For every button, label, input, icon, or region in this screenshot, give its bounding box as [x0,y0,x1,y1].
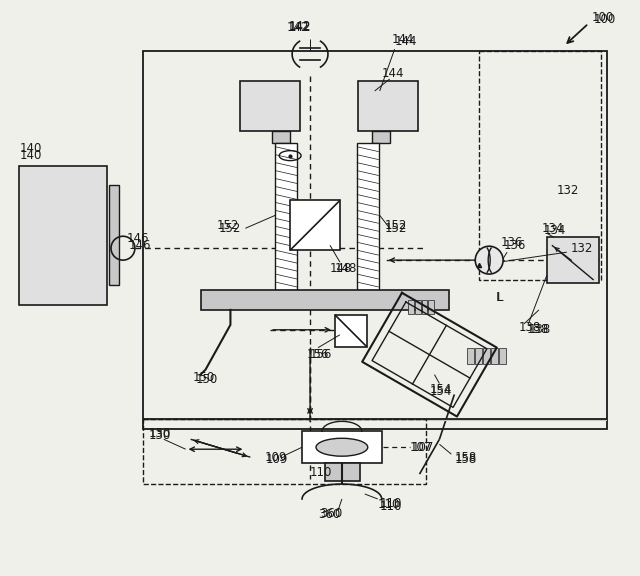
Bar [275,143,297,290]
Bar [357,143,379,290]
Bar [547,237,598,283]
Bar [241,81,300,131]
Bar [143,51,607,429]
Text: 132: 132 [571,242,593,255]
Text: 148: 148 [335,262,357,275]
Text: 360: 360 [320,507,342,520]
Text: 110: 110 [310,465,332,479]
Text: 142: 142 [289,20,311,33]
Text: 156: 156 [310,348,332,361]
Text: 152: 152 [218,222,241,235]
Text: 110: 110 [378,498,400,511]
Text: 150: 150 [196,373,218,386]
Text: 144: 144 [381,67,404,79]
Circle shape [476,246,503,274]
Text: 110: 110 [380,498,402,510]
Text: 360: 360 [318,509,340,521]
Text: 134: 134 [544,224,566,237]
Text: 152: 152 [385,219,407,232]
Text: 100: 100 [594,13,616,26]
Text: 134: 134 [542,222,564,235]
Bar [290,200,340,250]
Text: 138: 138 [519,321,541,334]
Bar [408,300,413,314]
Text: 132: 132 [557,184,579,197]
Bar [415,300,420,314]
Ellipse shape [316,438,368,456]
Bar [325,463,360,481]
Text: 109: 109 [265,453,287,465]
Text: 146: 146 [127,232,149,245]
Text: 148: 148 [330,262,353,275]
Bar [491,348,498,363]
Text: 152: 152 [216,219,239,232]
Bar [200,290,449,310]
Bar [372,131,390,143]
Bar [109,185,119,285]
Text: 107: 107 [412,441,434,454]
Bar [476,348,482,363]
Text: 152: 152 [385,222,407,235]
Bar [19,165,107,305]
Text: 144: 144 [392,33,414,46]
Text: 130: 130 [149,429,171,442]
Bar [358,81,417,131]
Text: L: L [497,291,504,305]
Text: 110: 110 [380,501,402,513]
Bar [483,348,490,363]
Text: 140: 140 [19,142,42,155]
Text: 146: 146 [129,238,152,252]
Bar [422,300,428,314]
Bar [479,51,601,280]
Text: 158: 158 [454,450,477,464]
Bar [272,131,290,143]
Text: 158: 158 [454,453,477,465]
Text: L: L [495,291,502,305]
Text: 140: 140 [19,149,42,162]
Text: 156: 156 [307,348,330,361]
Bar [335,315,367,347]
Text: 142: 142 [287,21,309,34]
Bar [467,348,474,363]
Text: 142: 142 [289,21,311,34]
Text: 154: 154 [429,383,452,396]
Text: 150: 150 [193,371,215,384]
Bar [143,419,607,422]
Text: 138: 138 [529,323,551,336]
Text: 154: 154 [429,385,452,398]
Text: 107: 107 [410,441,432,454]
Bar [143,419,426,484]
Bar [499,348,506,363]
Bar [302,431,381,463]
Text: 136: 136 [504,238,527,252]
Text: 100: 100 [592,11,614,24]
Text: 109: 109 [264,450,287,464]
Text: 136: 136 [501,236,524,249]
Bar [428,300,435,314]
Text: 138: 138 [527,323,549,336]
Text: 130: 130 [149,427,171,440]
Text: 144: 144 [395,35,417,48]
